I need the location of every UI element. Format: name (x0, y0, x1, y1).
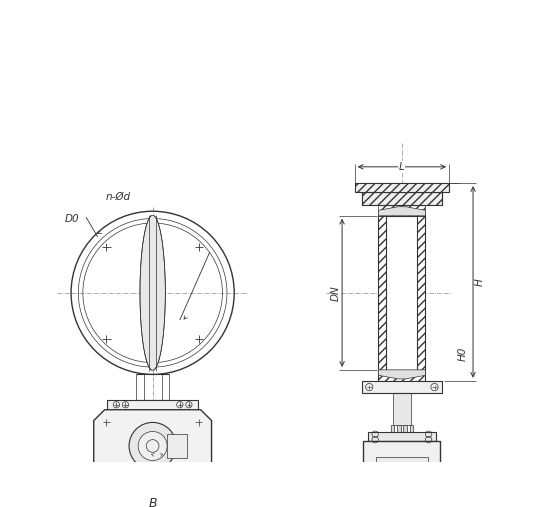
Bar (368, 432, 436, 442)
Circle shape (129, 422, 176, 469)
Text: B: B (148, 497, 157, 507)
Text: H: H (475, 278, 485, 286)
Bar (362, 192, 442, 205)
Bar (403, 425, 407, 432)
Bar (378, 216, 387, 370)
Circle shape (138, 431, 167, 460)
Bar (397, 425, 400, 432)
Bar (417, 216, 426, 370)
Bar (410, 425, 413, 432)
Bar (362, 381, 442, 393)
Bar (355, 183, 449, 192)
Polygon shape (378, 370, 426, 379)
Bar (441, 463, 460, 483)
Polygon shape (140, 215, 166, 370)
Text: DN: DN (331, 285, 341, 301)
Bar (390, 425, 394, 432)
Bar (378, 205, 426, 216)
Text: D0: D0 (65, 214, 80, 224)
Text: H0: H0 (458, 347, 468, 361)
Text: n-Ød: n-Ød (106, 192, 131, 202)
Bar (378, 370, 426, 381)
Bar (167, 434, 187, 458)
Bar (393, 393, 411, 425)
Bar (376, 457, 428, 489)
Bar (364, 442, 441, 505)
Text: L: L (399, 162, 405, 172)
Bar (107, 400, 198, 410)
Polygon shape (378, 207, 426, 216)
Ellipse shape (369, 485, 434, 507)
Polygon shape (94, 410, 212, 482)
Bar (387, 216, 417, 370)
Ellipse shape (102, 468, 203, 496)
